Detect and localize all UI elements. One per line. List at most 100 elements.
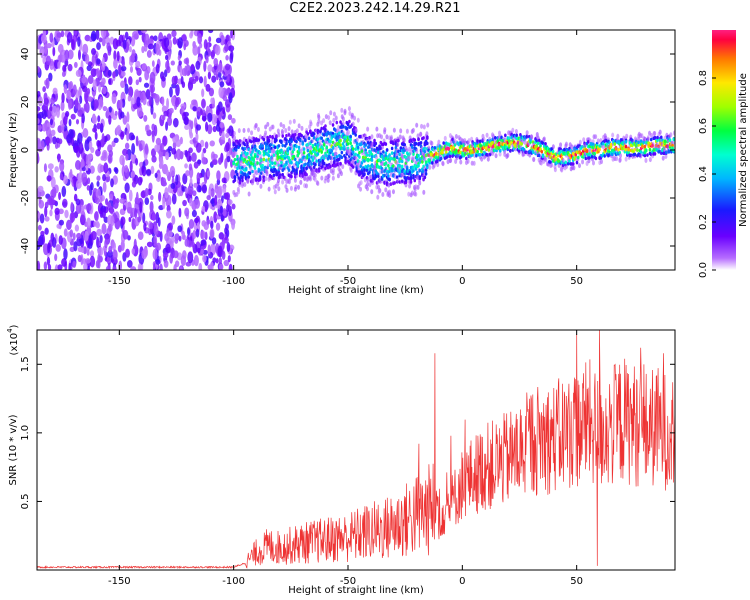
heatmap-halo-cell [419,131,423,137]
heatmap-halo-cell [498,130,502,136]
heatmap-halo-cell [327,115,331,121]
heatmap-signal-cell [649,137,653,142]
heatmap-signal-cell [434,151,438,156]
heatmap-noise-cell [170,182,176,189]
heatmap-signal-cell [311,143,315,148]
heatmap-signal-cell [672,137,675,142]
heatmap-noise-cell [108,115,112,125]
heatmap-signal-cell [525,134,529,139]
heatmap-noise-cell [211,75,217,83]
heatmap-signal-cell [491,140,495,145]
heatmap-halo-cell [392,127,396,133]
heatmap-signal-cell [539,143,542,148]
heatmap-noise-cell [90,30,97,42]
heatmap-signal-cell [280,160,283,165]
heatmap-noise-cell [136,67,142,76]
heatmap-signal-cell [397,149,400,154]
heatmap-noise-cell [165,151,170,161]
bot-x-tick-label: 50 [570,576,583,587]
heatmap-noise-cell [153,225,159,236]
snr-y-ticks: 0.5 1.0 1.5 [20,356,675,509]
heatmap-signal-cell [380,177,384,181]
heatmap-noise-cell [37,106,41,112]
heatmap-noise-cell [39,213,45,224]
heatmap-signal-cell [409,180,413,184]
heatmap-noise-cell [159,142,164,153]
heatmap-noise-cell [99,196,103,204]
heatmap-halo-cell [366,181,370,187]
heatmap-signal-cell [498,149,502,153]
heatmap-signal-cell [656,135,659,140]
heatmap-noise-cell [222,184,227,195]
heatmap-noise-cell [161,181,167,187]
heatmap-signal-cell [345,126,349,131]
heatmap-halo-cell [266,121,270,127]
heatmap-noise-cell [150,194,154,201]
heatmap-noise-cell [128,86,134,98]
bot-y-tick-label: 1.0 [20,425,31,441]
heatmap-noise-cell [113,50,117,61]
heatmap-halo-cell [234,151,238,157]
heatmap-halo-cell [672,130,675,136]
heatmap-signal-cell [261,144,264,148]
heatmap-noise-cell [204,141,209,149]
heatmap-noise-cell [120,80,126,88]
heatmap-signal-cell [366,157,370,162]
heatmap-halo-cell [506,152,510,158]
heatmap-noise-cell [207,124,213,135]
heatmap-noise-cell [183,42,187,51]
heatmap-noise-cell [201,115,207,122]
heatmap-noise-cell [49,118,54,126]
heatmap-halo-cell [327,173,331,179]
bot-y-tick-label: 1.5 [20,356,31,372]
heatmap-signal-cell [273,145,277,150]
heatmap-noise-cell [218,257,223,265]
heatmap-noise-cell [121,59,126,68]
heatmap-halo-cell [472,160,476,166]
heatmap-noise-cell [184,207,190,217]
heatmap-noise-cell [138,76,142,83]
heatmap-noise-cell [177,37,183,49]
heatmap-noise-cell [37,117,40,125]
heatmap-halo-cell [436,162,440,168]
heatmap-noise-cell [125,153,129,161]
heatmap-noise-cell [96,175,101,181]
heatmap-noise-cell [96,122,101,130]
heatmap-signal-cell [331,134,335,138]
heatmap-signal-cell [571,162,575,166]
heatmap-signal-cell [544,142,547,146]
heatmap-signal-cell [536,141,540,146]
heatmap-halo-cell [578,139,582,145]
heatmap-noise-cell [194,217,199,224]
heatmap-signal-cell [317,169,321,173]
heatmap-noise-cell [63,248,68,261]
heatmap-signal-cell [290,160,293,165]
heatmap-noise-cell [44,227,49,235]
heatmap-halo-cell [594,134,598,140]
heatmap-signal-cell [268,134,272,139]
heatmap-noise-cell [94,210,99,222]
heatmap-noise-cell [61,92,65,104]
heatmap-noise-cell [126,201,132,214]
heatmap-noise-cell [130,35,136,47]
heatmap-noise-cell [137,176,143,186]
heatmap-noise-cell [43,163,47,173]
heatmap-noise-cell [230,30,233,39]
heatmap-signal-cell [387,163,390,168]
heatmap-noise-cell [145,124,150,131]
heatmap-noise-cell [211,113,217,126]
heatmap-signal-cell [238,143,242,147]
heatmap-halo-cell [551,144,555,150]
heatmap-noise-cell [97,253,101,265]
heatmap-noise-cell [149,222,154,230]
heatmap-signal-cell [262,137,266,142]
top-x-tick-label: -150 [108,276,131,287]
heatmap-noise-cell [221,239,225,250]
heatmap-noise-cell [143,44,148,52]
heatmap-noise-cell [48,72,53,82]
heatmap-halo-cell [398,134,402,140]
heatmap-halo-cell [264,176,268,182]
heatmap-noise-cell [45,77,50,89]
heatmap-signal-cell [639,150,643,154]
heatmap-noise-cell [146,129,152,137]
